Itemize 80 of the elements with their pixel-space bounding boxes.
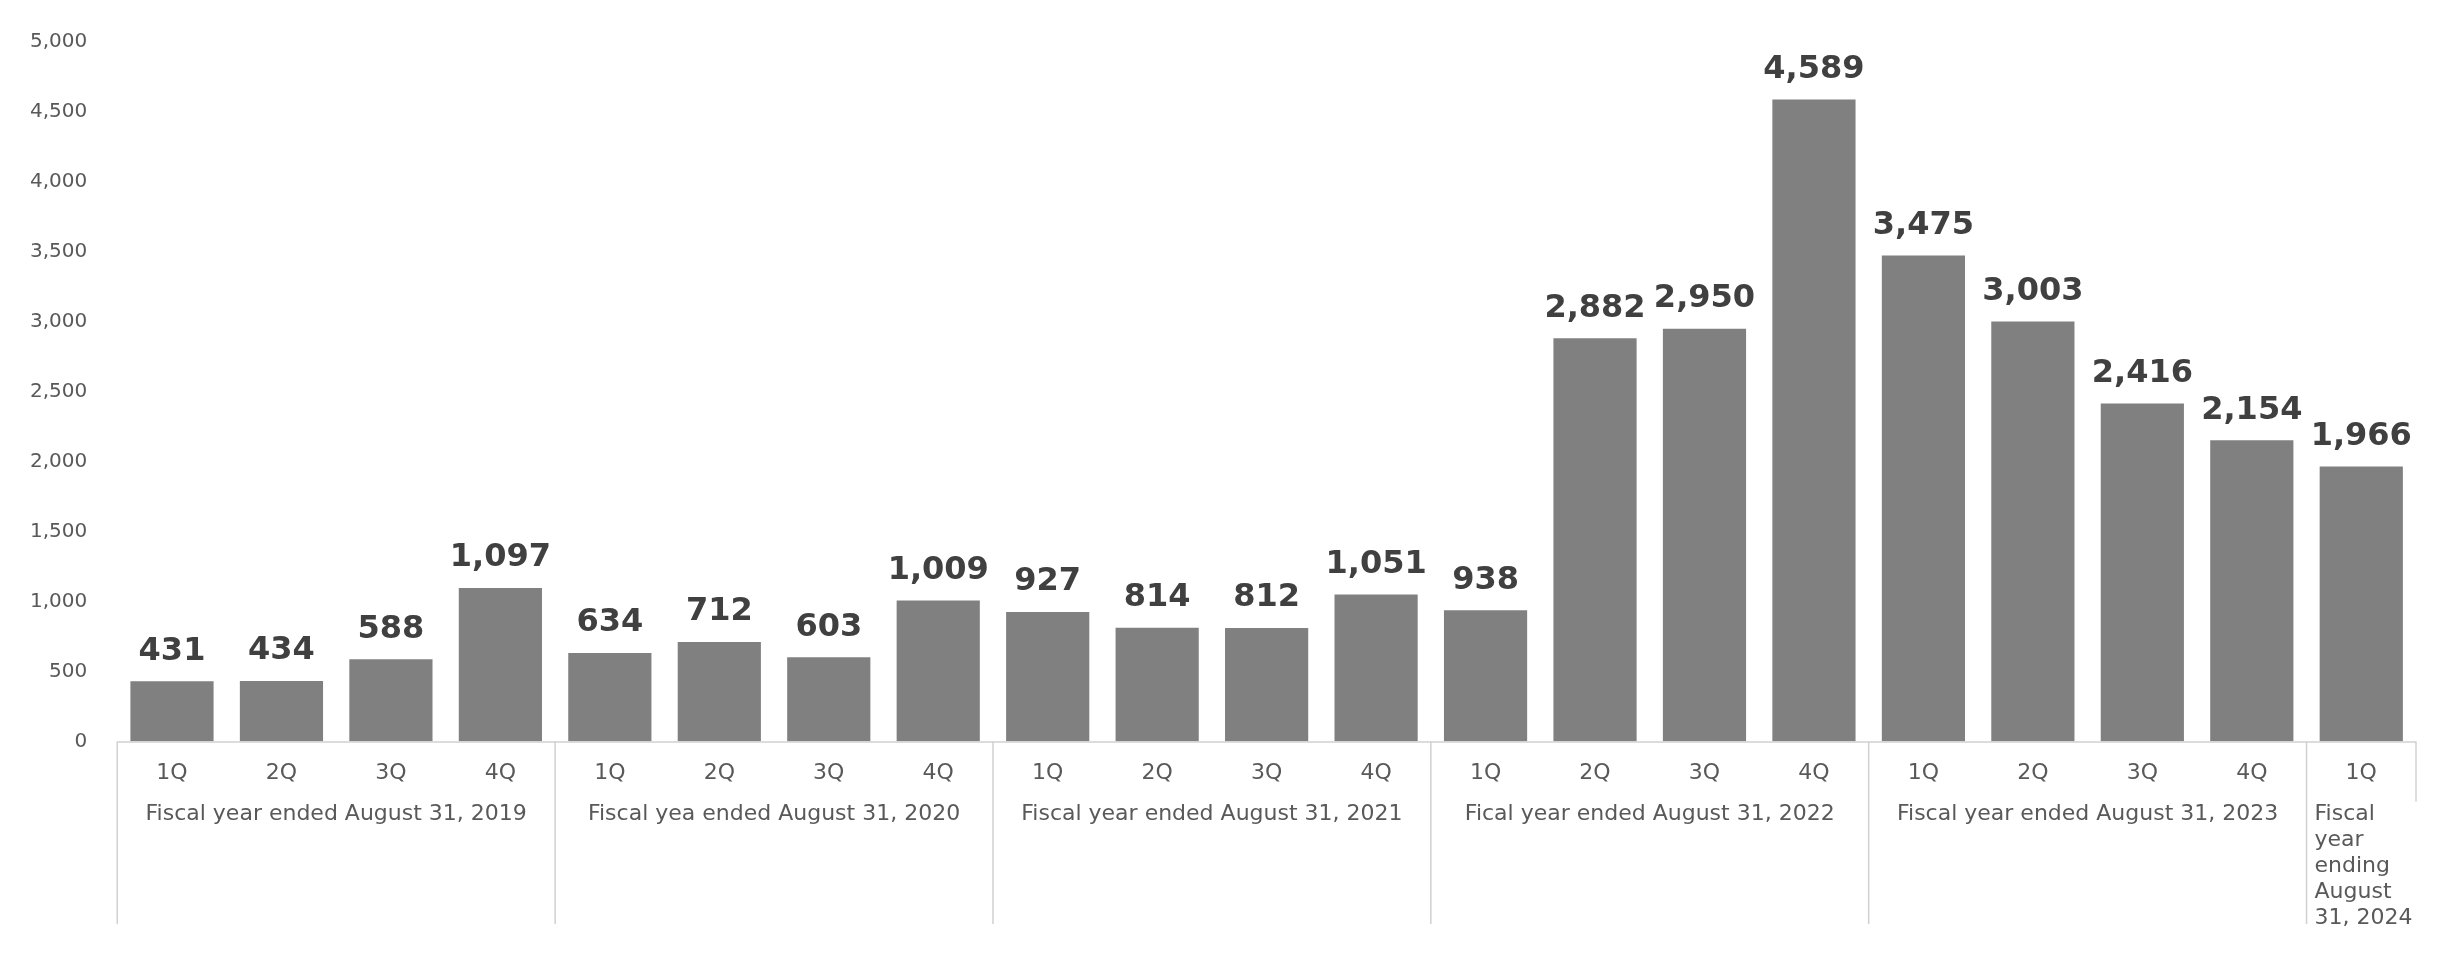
- bar: [349, 659, 433, 742]
- y-tick-label: 3,500: [29, 238, 88, 263]
- bar: [1772, 99, 1856, 742]
- x-tick-label: 3Q: [1688, 758, 1721, 784]
- bar: [1115, 627, 1199, 742]
- x-tick-label: 3Q: [375, 758, 407, 784]
- bar: [568, 652, 652, 742]
- x-tick-label: 2Q: [1579, 758, 1611, 784]
- x-tick-label: 4Q: [922, 758, 954, 784]
- data-label: 1,009: [887, 548, 989, 587]
- y-tick-label: 0: [74, 727, 88, 752]
- bar: [677, 641, 761, 742]
- x-tick-label: 1Q: [1469, 758, 1502, 784]
- x-tick-label: 2Q: [1141, 758, 1173, 784]
- data-label: 588: [357, 607, 425, 646]
- bar: [1662, 328, 1747, 742]
- bar: [1553, 338, 1637, 742]
- data-label: 1,097: [449, 536, 551, 575]
- text: Fiscal year ending August 31, 2024: [2314, 800, 2413, 930]
- bar: [1225, 627, 1309, 742]
- data-label: 812: [1233, 576, 1301, 615]
- bar: [1991, 321, 2075, 742]
- x-tick-label: 4Q: [1798, 758, 1830, 784]
- bar: [1443, 610, 1528, 742]
- data-label: 2,882: [1544, 286, 1646, 325]
- x-tick-label: 2Q: [2017, 758, 2049, 784]
- bar: [2319, 466, 2403, 742]
- x-tick-label: 3Q: [813, 758, 845, 784]
- text: Fical year ended August 31, 2022: [1464, 800, 1835, 826]
- y-tick-label: 4,000: [29, 168, 88, 193]
- bar: [2210, 440, 2294, 742]
- x-tick-label: 2Q: [265, 758, 298, 784]
- x-tick-label: 2Q: [703, 758, 735, 784]
- data-label: 2,416: [2091, 351, 2193, 390]
- y-tick-label: 1,500: [29, 517, 88, 542]
- x-tick-label: 1Q: [1032, 758, 1064, 784]
- y-tick-label: 4,500: [29, 98, 88, 123]
- y-tick-label: 3,000: [29, 308, 88, 333]
- x-tick-label: 4Q: [2236, 758, 2268, 784]
- y-tick-label: 1,000: [29, 587, 88, 612]
- data-label: 1,966: [2310, 414, 2412, 453]
- data-label: 814: [1123, 576, 1191, 615]
- x-tick-label: 4Q: [484, 758, 517, 784]
- data-label: 712: [685, 590, 753, 629]
- text: Fiscal yea ended August 31, 2020: [587, 800, 961, 826]
- bar: [2100, 403, 2184, 742]
- x-tick-label: 3Q: [1250, 758, 1283, 784]
- data-label: 634: [576, 601, 644, 640]
- y-tick-label: 2,500: [29, 378, 88, 402]
- x-tick-label: 1Q: [156, 758, 188, 784]
- x-tick-label: 4Q: [1360, 758, 1392, 784]
- y-tick-label: 5,000: [29, 28, 88, 53]
- bar: [239, 680, 324, 742]
- data-label: 938: [1452, 558, 1519, 597]
- data-label: 4,589: [1763, 47, 1865, 86]
- x-tick-label: 1Q: [2345, 758, 2377, 784]
- data-label: 3,003: [1982, 269, 2084, 308]
- x-tick-label: 1Q: [1907, 758, 1940, 784]
- data-label: 2,950: [1653, 277, 1756, 316]
- y-tick-label: 500: [49, 657, 88, 682]
- text: Fiscal year ended August 31, 2019: [145, 800, 527, 826]
- data-label: 3,475: [1872, 203, 1975, 242]
- data-label: 927: [1014, 560, 1082, 599]
- bar: [896, 600, 980, 742]
- text: Fiscal year ended August 31, 2021: [1021, 800, 1403, 826]
- bar: [1006, 611, 1090, 742]
- data-label: 434: [248, 629, 315, 668]
- bar: [1334, 594, 1418, 742]
- bar: [458, 588, 542, 742]
- data-label: 603: [795, 605, 863, 644]
- data-label: 431: [138, 629, 206, 668]
- data-label: 2,154: [2201, 388, 2303, 427]
- x-tick-label: 3Q: [2126, 758, 2158, 784]
- bar: [1881, 255, 1966, 742]
- bar: [130, 681, 214, 742]
- y-tick-label: 2,000: [29, 447, 88, 472]
- data-label: 1,051: [1325, 542, 1427, 581]
- text: Fiscal year ended August 31, 2023: [1896, 800, 2279, 826]
- bar: [787, 657, 871, 742]
- x-tick-label: 1Q: [594, 758, 626, 784]
